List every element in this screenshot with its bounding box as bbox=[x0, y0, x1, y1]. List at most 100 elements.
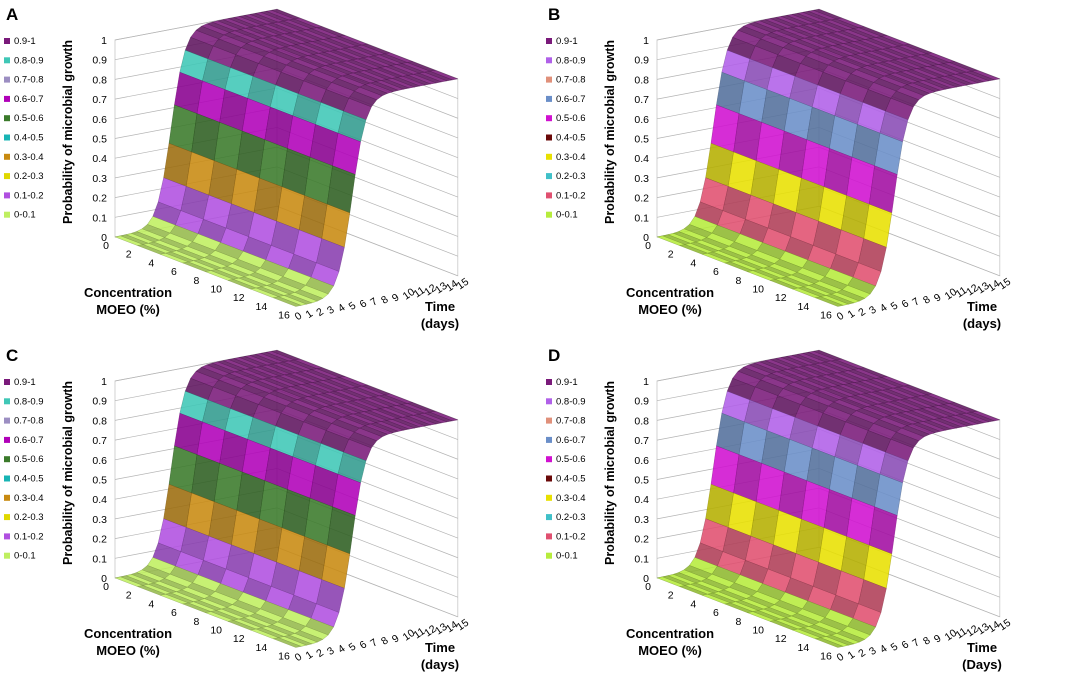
legend-label: 0-0.1 bbox=[556, 210, 578, 221]
x-tick-label: 0 bbox=[645, 581, 651, 593]
z-tick-label: 0.4 bbox=[92, 494, 107, 506]
legend-swatch bbox=[546, 173, 552, 180]
legend-swatch bbox=[546, 95, 552, 102]
y-tick-label: 5 bbox=[347, 641, 359, 654]
legend-label: 0.7-0.8 bbox=[556, 75, 586, 86]
y-tick-label: 9 bbox=[932, 632, 944, 645]
legend-label: 0.2-0.3 bbox=[14, 171, 44, 182]
z-tick-label: 0.7 bbox=[634, 435, 649, 447]
legend-label: 0.1-0.2 bbox=[14, 190, 44, 201]
legend-swatch bbox=[4, 398, 10, 405]
surface-chart: C00.10.20.30.40.50.60.70.80.910246810121… bbox=[4, 346, 471, 672]
surface-facet bbox=[272, 637, 302, 648]
z-tick-label: 1 bbox=[643, 35, 649, 47]
legend-swatch bbox=[546, 494, 552, 501]
legend-label: 0.3-0.4 bbox=[556, 152, 586, 163]
legend-swatch bbox=[4, 153, 10, 160]
z-tick-label: 1 bbox=[101, 376, 107, 388]
legend-label: 0.3-0.4 bbox=[14, 493, 44, 504]
x-tick-label: 10 bbox=[210, 625, 222, 637]
x-tick-label: 4 bbox=[690, 257, 696, 269]
y-tick-label: 5 bbox=[889, 641, 901, 654]
legend-label: 0.5-0.6 bbox=[556, 454, 586, 465]
x-tick-label: 6 bbox=[713, 607, 719, 619]
y-tick-label: 3 bbox=[867, 304, 879, 317]
legend-label: 0.3-0.4 bbox=[14, 152, 44, 163]
chart-panel-b: B 0 0.1 0.2 0.3 0.4 0.5 0.6 0.7 0.8 0.9 1 0 2 4 6 8 10 12 1… bbox=[542, 0, 1084, 341]
y-tick-label: 6 bbox=[357, 297, 369, 310]
legend-label: 0.1-0.2 bbox=[14, 531, 44, 542]
legend-label: 0.9-1 bbox=[14, 377, 36, 388]
legend-label: 0.9-1 bbox=[556, 36, 578, 47]
legend-label: 0.4-0.5 bbox=[556, 474, 586, 485]
z-tick-label: 0.6 bbox=[92, 455, 107, 467]
z-tick-label: 0 bbox=[643, 232, 649, 244]
x-tick-label: 8 bbox=[194, 616, 200, 628]
x-tick-label: 10 bbox=[752, 284, 764, 296]
y-tick-label: 10 bbox=[943, 627, 960, 644]
legend-label: 0-0.1 bbox=[556, 551, 578, 562]
x-tick-label: 10 bbox=[210, 284, 222, 296]
z-axis-label: Probability of microbial growth bbox=[61, 381, 75, 565]
z-tick-label: 0.4 bbox=[634, 153, 649, 165]
x-tick-label: 0 bbox=[103, 240, 109, 252]
legend-swatch bbox=[546, 533, 552, 540]
legend-swatch bbox=[546, 379, 552, 385]
x-axis-label: MOEO (%) bbox=[96, 302, 160, 317]
z-tick-label: 0.7 bbox=[634, 94, 649, 106]
x-tick-label: 12 bbox=[775, 633, 787, 645]
legend-label: 0.8-0.9 bbox=[556, 55, 586, 66]
x-tick-label: 14 bbox=[798, 642, 810, 654]
y-tick-label: 10 bbox=[943, 286, 960, 303]
z-tick-label: 0.2 bbox=[92, 193, 107, 205]
panel-label: C bbox=[6, 346, 18, 365]
y-axis-label: (days) bbox=[421, 316, 459, 331]
x-axis-label: Concentration bbox=[626, 285, 714, 300]
z-tick-label: 0.9 bbox=[634, 396, 649, 408]
legend-label: 0.3-0.4 bbox=[556, 493, 586, 504]
y-tick-label: 15 bbox=[997, 276, 1014, 293]
legend-swatch bbox=[4, 95, 10, 102]
y-tick-label: 4 bbox=[336, 302, 348, 315]
x-tick-label: 10 bbox=[752, 625, 764, 637]
chart-panel-a: A 0 0.1 0.2 0.3 0.4 0.5 0.6 0.7 0.8 0.9 1 0 2 4 6 8 10 12 1… bbox=[0, 0, 542, 341]
panel-label: B bbox=[548, 5, 560, 24]
legend-swatch bbox=[546, 552, 552, 559]
legend-label: 0.6-0.7 bbox=[14, 94, 44, 105]
z-tick-label: 0.2 bbox=[634, 534, 649, 546]
legend-label: 0.6-0.7 bbox=[556, 94, 586, 105]
z-tick-label: 0.7 bbox=[92, 435, 107, 447]
z-tick-label: 0.8 bbox=[92, 415, 107, 427]
y-tick-label: 8 bbox=[921, 293, 933, 306]
legend-swatch bbox=[4, 211, 10, 218]
x-tick-label: 8 bbox=[736, 616, 742, 628]
legend: 0.9-1 0.8-0.9 0.7-0.8 0.6-0.7 0.5-0.6 0.4-0.5… bbox=[4, 377, 44, 562]
z-tick-label: 0.9 bbox=[634, 55, 649, 67]
x-tick-label: 2 bbox=[668, 249, 674, 261]
legend-swatch bbox=[4, 192, 10, 199]
x-tick-label: 2 bbox=[668, 590, 674, 602]
legend-swatch bbox=[4, 456, 10, 463]
legend-swatch bbox=[546, 398, 552, 405]
x-tick-label: 4 bbox=[148, 257, 154, 269]
y-tick-label: 8 bbox=[379, 634, 391, 647]
x-axis-label: Concentration bbox=[84, 285, 172, 300]
chart-panel-c: C 0 0.1 0.2 0.3 0.4 0.5 0.6 0.7 0.8 0.9 1 0 2 4 6 8 10 12 1… bbox=[0, 341, 542, 682]
z-tick-label: 1 bbox=[643, 376, 649, 388]
z-tick-label: 0.3 bbox=[92, 173, 107, 185]
x-tick-label: 6 bbox=[713, 266, 719, 278]
legend-label: 0.5-0.6 bbox=[556, 113, 586, 124]
y-tick-label: 4 bbox=[336, 643, 348, 656]
legend-label: 0.4-0.5 bbox=[14, 474, 44, 485]
y-tick-label: 1 bbox=[303, 649, 315, 662]
y-tick-label: 5 bbox=[889, 300, 901, 313]
y-axis-label: Time bbox=[967, 640, 997, 655]
z-tick-label: 0.3 bbox=[92, 514, 107, 526]
surface-facet bbox=[814, 637, 844, 648]
legend-label: 0.8-0.9 bbox=[14, 396, 44, 407]
y-tick-label: 0 bbox=[835, 310, 847, 323]
legend-swatch bbox=[4, 494, 10, 501]
x-tick-label: 14 bbox=[256, 301, 268, 313]
legend-swatch bbox=[4, 436, 10, 443]
y-axis-label: (Days) bbox=[962, 657, 1002, 672]
